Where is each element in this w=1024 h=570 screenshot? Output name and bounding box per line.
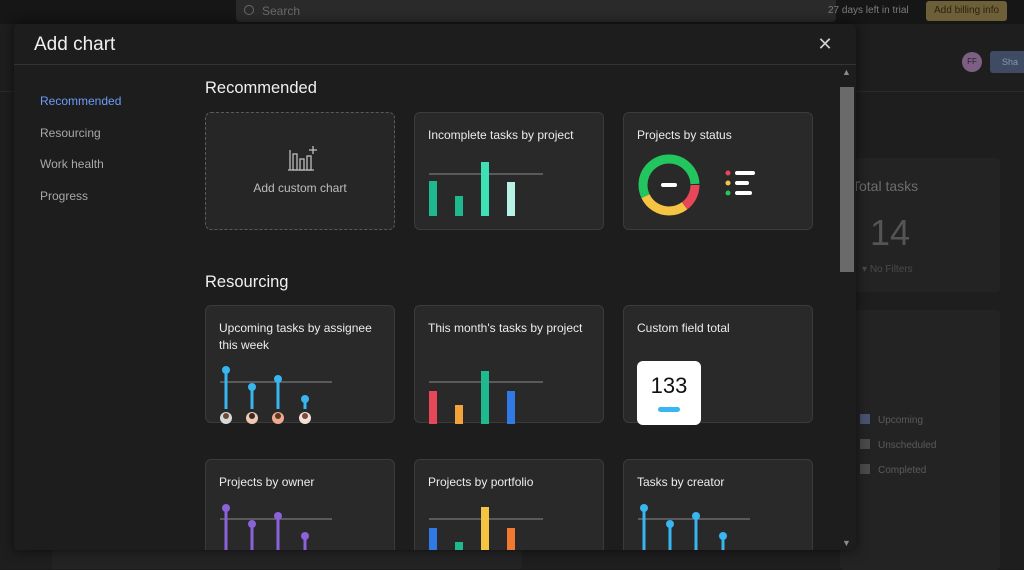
no-filters-label: ▾ No Filters [862, 264, 913, 275]
legend-item: Completed [860, 464, 926, 476]
scroll-thumb[interactable] [840, 87, 854, 272]
chart-card-projects-by-owner[interactable]: Projects by owner [205, 459, 395, 550]
scroll-up-icon[interactable]: ▲ [842, 67, 851, 77]
donut-chart-preview-icon [638, 154, 755, 216]
section-title-resourcing: Resourcing [205, 273, 289, 291]
nav-item-progress[interactable]: Progress [40, 188, 89, 203]
share-button[interactable]: Sha [990, 51, 1024, 73]
search-placeholder: Search [262, 4, 301, 18]
card-title: Upcoming tasks by assignee this week [219, 321, 372, 352]
bar-chart-preview-icon [429, 507, 543, 550]
chart-card-projects-by-status[interactable]: Projects by status [623, 112, 813, 230]
close-icon[interactable]: ✕ [817, 34, 833, 54]
chart-card-incomplete-tasks-by-project[interactable]: Incomplete tasks by project [414, 112, 604, 230]
lollipop-chart-preview-icon [220, 366, 332, 424]
card-title: This month's tasks by project [428, 321, 583, 335]
card-title: Projects by status [637, 128, 732, 142]
card-title: Incomplete tasks by project [428, 128, 574, 142]
add-chart-dialog: Add chart ✕ Recommended Resourcing Work … [14, 24, 856, 550]
nav-item-resourcing[interactable]: Resourcing [40, 125, 101, 140]
number-tile-icon: 133 [637, 361, 701, 425]
scrollbar[interactable]: ▲ ▼ [838, 65, 856, 550]
card-title: Tasks by creator [637, 475, 725, 489]
category-nav: Recommended Resourcing Work health Progr… [40, 94, 121, 220]
search-input[interactable]: Search [236, 0, 836, 22]
search-icon [244, 5, 254, 15]
add-chart-icon [288, 146, 317, 171]
total-tasks-card: Total tasks 14 ▾ No Filters [840, 158, 1000, 292]
chart-gallery: Recommended Add custom chart Incomplete … [205, 65, 835, 550]
add-custom-chart-card[interactable]: Add custom chart [205, 112, 395, 230]
value-underline [658, 407, 680, 412]
bar-chart-preview-icon [429, 162, 543, 216]
card-title: Projects by portfolio [428, 475, 534, 489]
avatar[interactable]: FF [962, 52, 982, 72]
background-panel [52, 549, 522, 569]
section-title-recommended: Recommended [205, 79, 317, 97]
card-title: Custom field total [637, 321, 730, 335]
lollipop-chart-preview-icon [638, 504, 750, 550]
scroll-down-icon[interactable]: ▼ [842, 538, 851, 548]
trial-status: 27 days left in trial [828, 5, 909, 16]
dialog-title: Add chart [34, 34, 116, 55]
add-billing-button[interactable]: Add billing info [926, 1, 1008, 21]
chart-card-upcoming-tasks-by-assignee[interactable]: Upcoming tasks by assignee this week [205, 305, 395, 424]
chart-card-custom-field-total[interactable]: Custom field total 133 [623, 305, 813, 425]
nav-item-recommended[interactable]: Recommended [40, 94, 122, 108]
bar-chart-preview-icon [429, 371, 543, 424]
legend-item: Upcoming [860, 414, 923, 426]
card-title: Projects by owner [219, 475, 315, 489]
lollipop-chart-preview-icon [220, 504, 332, 550]
dialog-header: Add chart ✕ [14, 24, 856, 65]
legend-item: Unscheduled [860, 439, 936, 451]
total-tasks-title: Total tasks [852, 178, 919, 194]
status-chart-card: Upcoming Unscheduled Completed [840, 310, 1000, 570]
total-tasks-value: 14 [870, 212, 911, 253]
custom-field-value: 133 [650, 373, 688, 398]
nav-item-work-health[interactable]: Work health [40, 157, 104, 171]
add-custom-chart-label: Add custom chart [253, 181, 347, 195]
chart-card-tasks-by-creator[interactable]: Tasks by creator [623, 459, 813, 550]
chart-card-projects-by-portfolio[interactable]: Projects by portfolio [414, 459, 604, 550]
chart-card-this-months-tasks-by-project[interactable]: This month's tasks by project [414, 305, 604, 424]
